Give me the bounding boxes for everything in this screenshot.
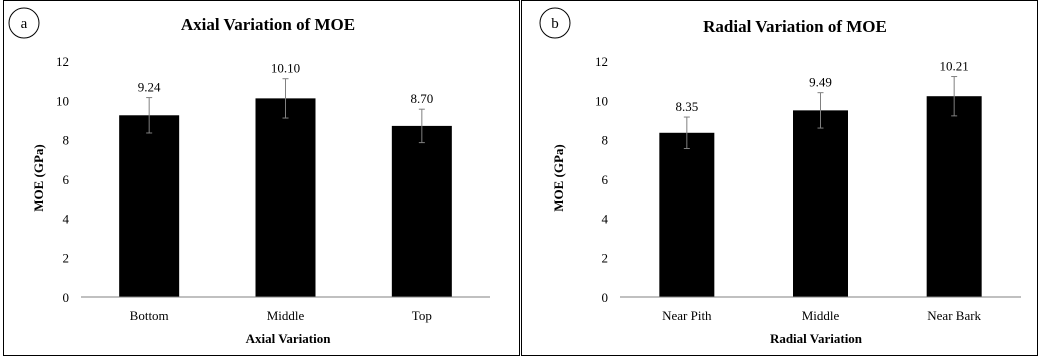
chart-panel-b: b Radial Variation of MOE MOE (GPa) Radi… (521, 0, 1039, 357)
chart-title: Axial Variation of MOE (181, 15, 355, 34)
bar (119, 115, 180, 297)
x-tick-label: Middle (802, 308, 840, 323)
chart-panel-a: a Axial Variation of MOE MOE (GPa) Axial… (3, 0, 521, 357)
y-tick-label: 2 (63, 251, 70, 266)
x-tick-label: Bottom (130, 308, 169, 323)
y-tick-label: 0 (602, 290, 609, 305)
data-label: 9.49 (809, 75, 832, 90)
chart-title: Radial Variation of MOE (703, 17, 887, 36)
x-axis-title: Axial Variation (246, 331, 332, 346)
x-tick-label: Near Bark (927, 308, 981, 323)
y-tick-label: 10 (595, 93, 608, 108)
plot-area: 0 2 4 6 8 10 12 9.24 Bottom 10.10 Middle 8.70 Top (56, 54, 490, 323)
data-label: 9.24 (138, 80, 161, 95)
y-tick-label: 12 (595, 54, 608, 69)
data-label: 10.10 (271, 61, 300, 76)
x-tick-label: Middle (267, 308, 305, 323)
data-label: 8.35 (675, 99, 698, 114)
y-tick-label: 10 (56, 93, 69, 108)
y-tick-label: 6 (602, 172, 609, 187)
panel-letter-circle (539, 7, 571, 39)
y-tick-label: 4 (602, 211, 609, 226)
data-label: 10.21 (940, 59, 969, 74)
bar (793, 110, 848, 297)
panel-letter-circle (8, 7, 40, 39)
bar (659, 132, 715, 297)
panel-letter: b (551, 16, 559, 32)
y-tick-label: 2 (602, 251, 609, 266)
x-tick-label: Top (412, 308, 432, 323)
y-axis-title: MOE (GPa) (31, 144, 46, 212)
bar (926, 96, 982, 297)
bar (391, 125, 452, 298)
y-axis-title: MOE (GPa) (551, 144, 566, 212)
data-label: 8.70 (410, 91, 433, 106)
x-tick-label: Near Pith (662, 308, 712, 323)
y-tick-label: 4 (63, 211, 70, 226)
plot-area: 0 2 4 6 8 10 12 8.35 Near Pith 9.49 Middle 10.21 Nea… (595, 54, 1021, 323)
y-tick-label: 0 (63, 290, 70, 305)
x-axis-title: Radial Variation (770, 331, 863, 346)
y-tick-label: 8 (63, 133, 70, 148)
bar (255, 98, 316, 297)
y-tick-label: 8 (602, 133, 609, 148)
panel-letter: a (21, 16, 28, 32)
y-tick-label: 6 (63, 172, 70, 187)
y-tick-label: 12 (56, 54, 69, 69)
